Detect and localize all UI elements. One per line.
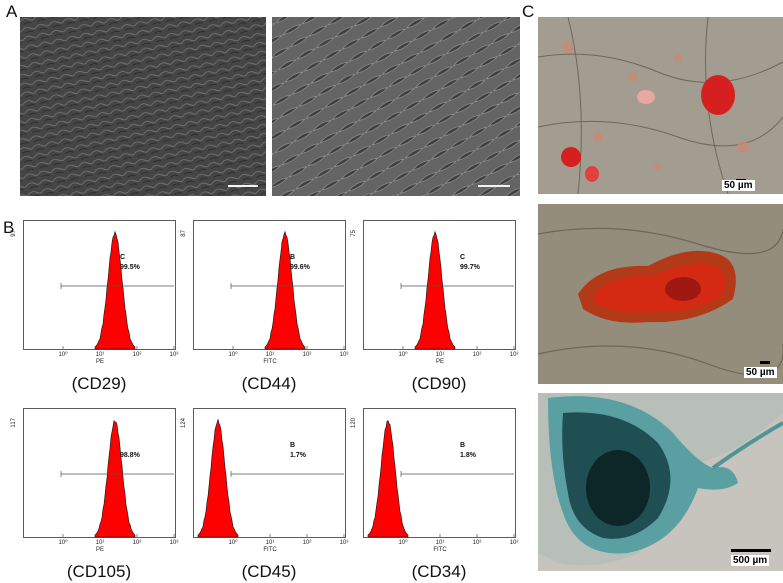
x-axis-title: PE [96, 359, 104, 365]
micrograph-c-adipogenic: 50 µm [538, 17, 783, 194]
y-max-label: 97 [11, 229, 17, 236]
x-tick-label: 10⁰ [228, 539, 238, 546]
histogram-panel: 10⁰ 10¹ 10² 10³ FITC 120 B 1.8% [351, 408, 519, 553]
x-tick-label: 10³ [510, 352, 519, 358]
micrograph-c-osteogenic: 50 µm [538, 204, 783, 384]
x-axis-title: PE [436, 359, 444, 365]
histogram-plot: 10⁰ 10¹ 10² 10³ FITC 124 B 1.7% [181, 408, 349, 553]
histogram-peak [414, 230, 456, 350]
plot-frame [193, 220, 346, 350]
gate-letter: C [120, 254, 125, 261]
x-tick-label: 10² [303, 352, 312, 358]
plot-frame [23, 220, 176, 350]
marker-label: (CD45) [241, 562, 297, 581]
histogram-plot: 10⁰ 10¹ 10² 10³ FITC 87 B 99.6% [181, 220, 349, 365]
x-tick-label: 10² [133, 352, 142, 358]
plot-frame [363, 220, 516, 350]
y-max-label: 117 [11, 417, 17, 427]
gate-letter: C [460, 254, 465, 261]
histogram-peak [367, 419, 409, 538]
x-tick-label: 10⁰ [58, 539, 68, 546]
panel-label-c: C [522, 2, 535, 21]
y-max-label: 75 [351, 229, 357, 236]
scale-label: 50 µm [744, 367, 777, 378]
scale-label: 500 µm [731, 555, 770, 566]
marker-label: (CD105) [66, 562, 132, 581]
x-tick-label: 10³ [340, 352, 349, 358]
y-max-label: 87 [181, 229, 187, 236]
x-tick-label: 10² [473, 540, 482, 546]
panel-label-b: B [3, 218, 15, 237]
scale-bar [228, 185, 258, 187]
x-tick-label: 10¹ [96, 540, 105, 546]
x-tick-label: 10² [303, 540, 312, 546]
histogram-peak [94, 419, 136, 538]
x-tick-label: 10⁰ [228, 351, 238, 358]
histogram-plot: 10⁰ 10¹ 10² 10³ FITC 120 B 1.8% [351, 408, 519, 553]
x-tick-label: 10³ [340, 540, 349, 546]
marker-label: (CD29) [71, 374, 127, 393]
x-tick-label: 10³ [510, 540, 519, 546]
x-tick-label: 10¹ [436, 540, 445, 546]
x-tick-label: 10² [133, 540, 142, 546]
histogram-peak [197, 418, 239, 538]
x-tick-label: 10¹ [96, 352, 105, 358]
histogram-plot: 10⁰ 10¹ 10² 10³ PE 117 98.8% [11, 408, 179, 553]
plot-frame [23, 408, 176, 538]
gate-percent: 99.5% [120, 264, 141, 271]
x-tick-label: 10² [473, 352, 482, 358]
scale-bar [760, 361, 770, 364]
gate-letter: B [460, 442, 465, 449]
x-axis-title: PE [96, 547, 104, 553]
plot-frame [363, 408, 516, 538]
x-tick-label: 10⁰ [58, 351, 68, 358]
x-axis-title: FITC [263, 547, 277, 553]
x-tick-label: 10¹ [266, 540, 275, 546]
y-max-label: 120 [351, 417, 357, 428]
histogram-panel: 10⁰ 10¹ 10² 10³ FITC 124 B 1.7% [181, 408, 349, 553]
histogram-peak [94, 230, 136, 350]
scale-label: 50 µm [722, 180, 755, 191]
gate-percent: 99.7% [460, 264, 481, 271]
x-tick-label: 10³ [170, 540, 179, 546]
histogram-peak [264, 230, 306, 350]
micrograph-a-right [272, 17, 520, 196]
y-max-label: 124 [181, 417, 187, 428]
histogram-panel: 10⁰ 10¹ 10² 10³ PE 75 C 99.7% [351, 220, 519, 365]
gate-letter: B [290, 442, 295, 449]
x-tick-label: 10³ [170, 352, 179, 358]
gate-percent: 1.7% [290, 452, 307, 459]
scale-bar [731, 549, 771, 552]
plot-frame [193, 408, 346, 538]
x-tick-label: 10¹ [266, 352, 275, 358]
x-tick-label: 10⁰ [398, 351, 408, 358]
histogram-panel: 10⁰ 10¹ 10² 10³ PE 97 C 99.5% [11, 220, 179, 365]
gate-percent: 98.8% [120, 452, 141, 459]
histogram-panel: 10⁰ 10¹ 10² 10³ FITC 87 B 99.6% [181, 220, 349, 365]
gate-percent: 99.6% [290, 264, 311, 271]
marker-label: (CD34) [411, 562, 467, 581]
micrograph-c-chondrogenic: 500 µm [538, 393, 783, 571]
x-tick-label: 10¹ [436, 352, 445, 358]
gate-percent: 1.8% [460, 452, 477, 459]
x-axis-title: FITC [263, 359, 277, 365]
marker-label: (CD44) [241, 374, 297, 393]
histogram-plot: 10⁰ 10¹ 10² 10³ PE 75 C 99.7% [351, 220, 519, 365]
x-tick-label: 10⁰ [398, 539, 408, 546]
micrograph-a-left [20, 17, 266, 196]
x-axis-title: FITC [433, 547, 447, 553]
marker-label: (CD90) [411, 374, 467, 393]
scale-bar [478, 185, 510, 187]
panel-label-a: A [6, 2, 18, 21]
histogram-plot: 10⁰ 10¹ 10² 10³ PE 97 C 99.5% [11, 220, 179, 365]
histogram-panel: 10⁰ 10¹ 10² 10³ PE 117 98.8% [11, 408, 179, 553]
gate-letter: B [290, 254, 295, 261]
